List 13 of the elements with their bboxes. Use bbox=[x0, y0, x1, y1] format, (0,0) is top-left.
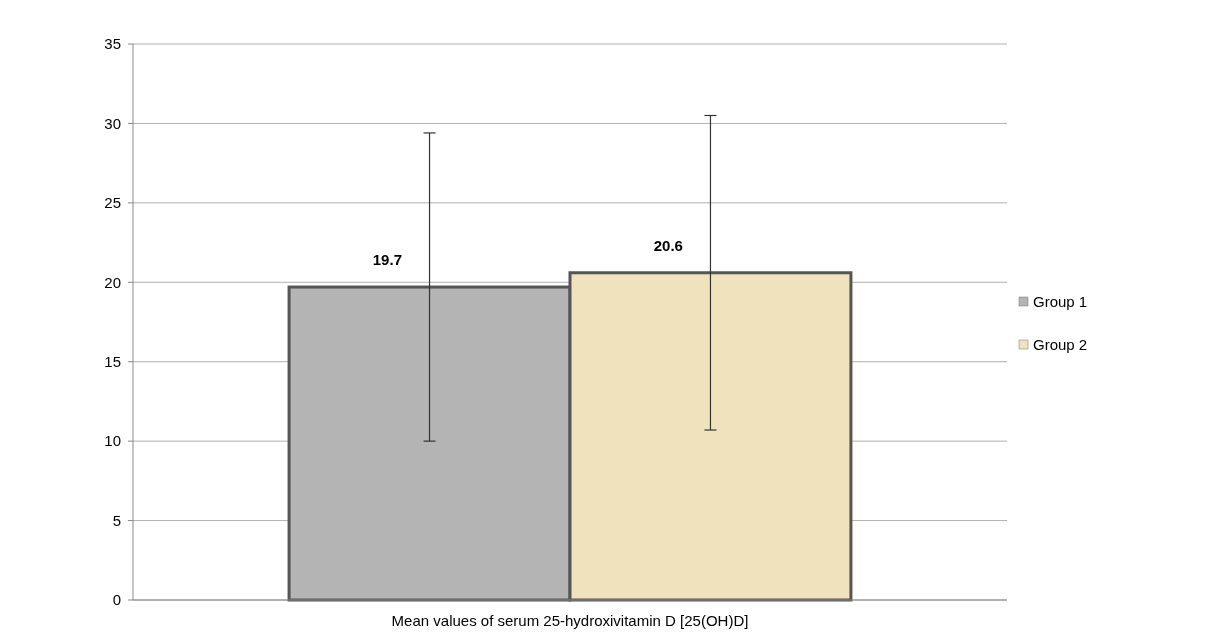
y-tick-label: 15 bbox=[104, 352, 121, 370]
y-tick-label: 5 bbox=[112, 511, 121, 529]
x-tick-label: Mean values of serum 25-hydroxivitamin D [25(OH)D] bbox=[391, 612, 749, 629]
y-tick-label: 25 bbox=[104, 194, 121, 212]
y-tick-label: 30 bbox=[104, 114, 121, 132]
y-tick-label: 20 bbox=[104, 273, 121, 291]
legend-label: Group 2 bbox=[1033, 336, 1088, 354]
legend-label: Group 1 bbox=[1033, 293, 1088, 311]
data-label: 19.7 bbox=[372, 251, 402, 269]
data-label: 20.6 bbox=[653, 236, 683, 254]
y-tick-label: 35 bbox=[104, 35, 121, 53]
y-tick-label: 0 bbox=[112, 591, 121, 609]
y-tick-label: 10 bbox=[104, 432, 121, 450]
